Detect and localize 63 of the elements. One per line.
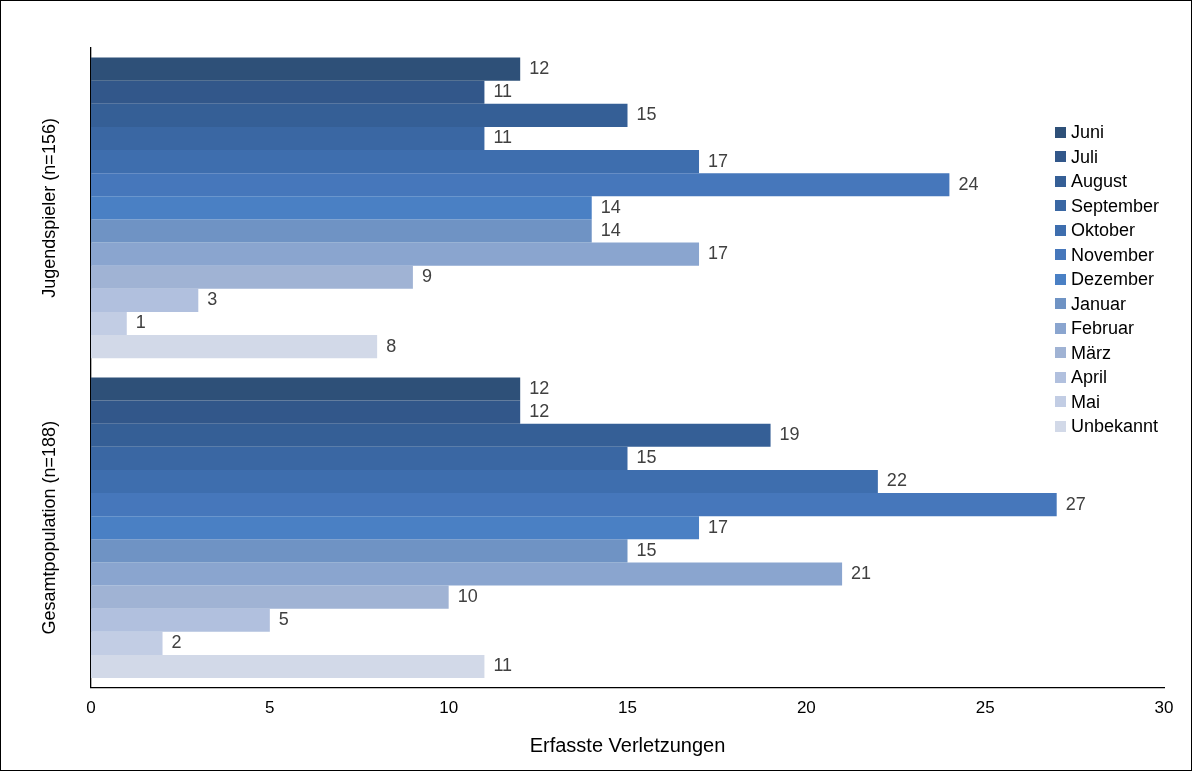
bar (91, 631, 163, 655)
data-label: 14 (600, 196, 621, 217)
data-label: 15 (636, 539, 657, 560)
bar (91, 608, 270, 632)
data-label: 14 (600, 219, 621, 240)
data-label: 2 (171, 632, 182, 653)
data-label: 19 (779, 424, 800, 445)
legend-label: Juni (1070, 121, 1104, 144)
legend-label: August (1070, 170, 1127, 193)
data-label: 17 (708, 516, 729, 537)
legend-label: Oktober (1070, 219, 1135, 242)
data-label: 15 (636, 447, 657, 468)
legend-label: Januar (1070, 292, 1126, 316)
data-label: 12 (529, 58, 550, 79)
data-label: 24 (958, 173, 979, 194)
data-label: 11 (493, 81, 513, 102)
data-label: 1 (135, 312, 146, 333)
legend-label: Februar (1070, 317, 1134, 340)
bar (91, 219, 592, 243)
legend-label: April (1070, 366, 1107, 389)
x-tick-label: 0 (86, 698, 96, 718)
y-tick-label: Gesamtpopulation (n=188) (38, 420, 59, 635)
legend-label: September (1070, 194, 1159, 218)
bar (91, 562, 843, 586)
legend-label: Mai (1070, 390, 1100, 414)
y-tick-label: Jugendspieler (n=156) (38, 118, 59, 298)
data-label: 12 (529, 377, 550, 398)
bar (91, 57, 521, 81)
x-tick-label: 20 (796, 698, 816, 718)
x-tick-label: 25 (975, 698, 995, 718)
legend-label: März (1070, 341, 1111, 365)
x-axis-title: Erfasste Verletzungen (529, 733, 726, 756)
data-label: 11 (493, 127, 513, 148)
bar (91, 242, 700, 266)
data-label: 11 (493, 655, 513, 676)
x-tick-label: 10 (439, 698, 459, 718)
data-label: 5 (278, 609, 289, 630)
bar (91, 585, 449, 609)
bar (91, 288, 199, 312)
bar (91, 265, 413, 289)
data-label: 9 (421, 266, 432, 287)
legend-label: Unbekannt (1070, 415, 1159, 438)
data-label: 3 (207, 289, 218, 310)
data-label: 22 (886, 470, 907, 491)
data-label: 8 (386, 335, 397, 356)
legend-label: Dezember (1070, 268, 1154, 291)
x-tick-label: 30 (1154, 698, 1174, 718)
data-label: 27 (1065, 493, 1086, 514)
legend-label: Juli (1070, 145, 1098, 169)
bar (91, 654, 485, 679)
data-label: 21 (851, 562, 872, 583)
x-tick-label: 15 (618, 698, 637, 718)
bar (91, 335, 378, 359)
data-label: 17 (708, 150, 729, 171)
bar (91, 539, 628, 563)
bar (91, 311, 127, 336)
legend-label: November (1070, 243, 1154, 267)
bar (91, 377, 521, 401)
data-label: 15 (636, 104, 657, 125)
x-tick-label: 5 (265, 698, 275, 718)
data-label: 10 (457, 586, 478, 607)
data-label: 17 (708, 243, 729, 264)
data-label: 12 (529, 401, 550, 422)
